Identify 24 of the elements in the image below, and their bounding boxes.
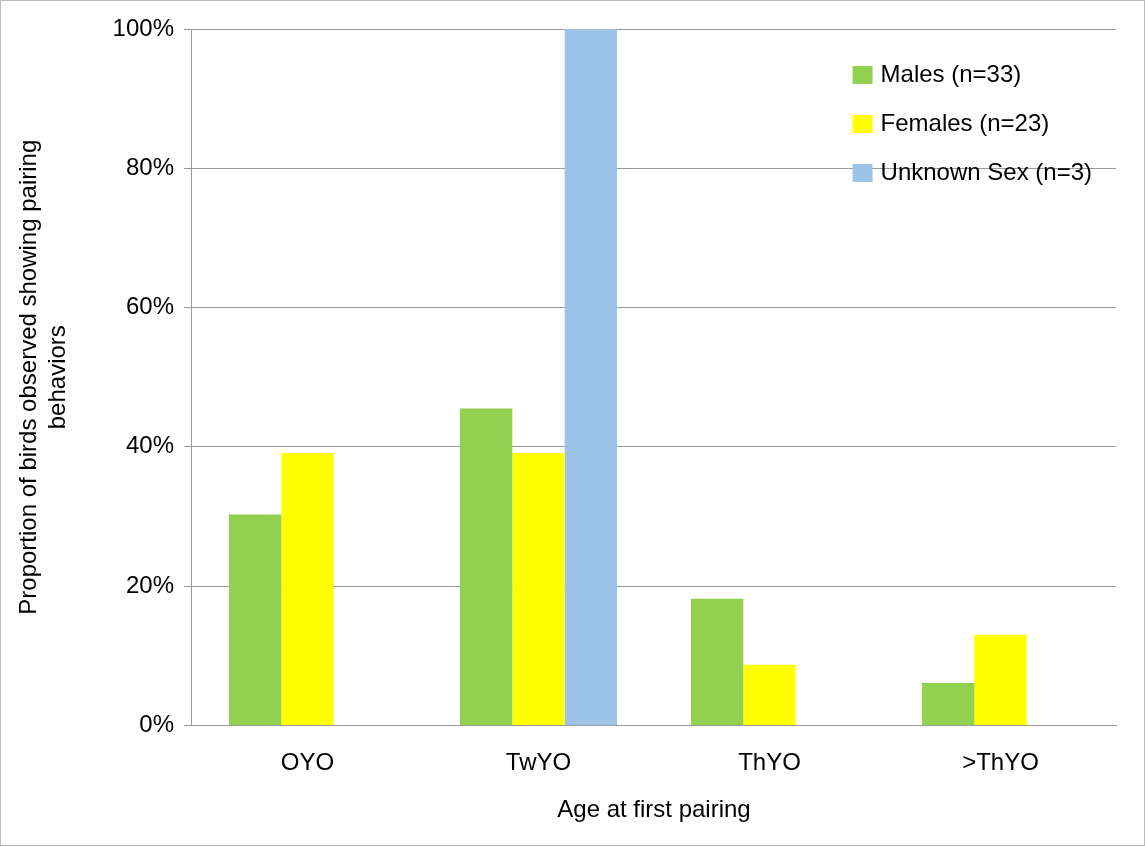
bar: [459, 408, 513, 725]
y-axis-title: Proportion of birds observed showing pairing behaviors: [14, 139, 70, 615]
x-tick-label: ThYO: [738, 748, 801, 776]
bar: [281, 453, 334, 725]
legend-label: Males (n=33): [880, 59, 1022, 87]
x-tick-label: >ThYO: [962, 748, 1039, 776]
y-tick-label: 80%: [125, 152, 174, 180]
bar: [974, 634, 1027, 725]
y-tick-label: 0%: [139, 710, 174, 738]
legend-label: Unknown Sex (n=3): [880, 157, 1093, 185]
y-tick-label: 100%: [112, 13, 174, 41]
bar: [921, 682, 975, 725]
y-tick-label: 60%: [125, 292, 174, 320]
bar: [228, 514, 282, 725]
x-axis-title: Age at first pairing: [557, 795, 751, 823]
bar: [690, 598, 744, 725]
bar: [743, 664, 796, 725]
bar: [512, 453, 565, 725]
legend-label: Females (n=23): [880, 108, 1050, 136]
bar: [564, 29, 618, 725]
x-tick-label: OYO: [280, 748, 335, 776]
y-tick-label: 40%: [125, 431, 174, 459]
y-tick-label: 20%: [125, 570, 174, 598]
x-tick-label: TwYO: [505, 748, 572, 776]
